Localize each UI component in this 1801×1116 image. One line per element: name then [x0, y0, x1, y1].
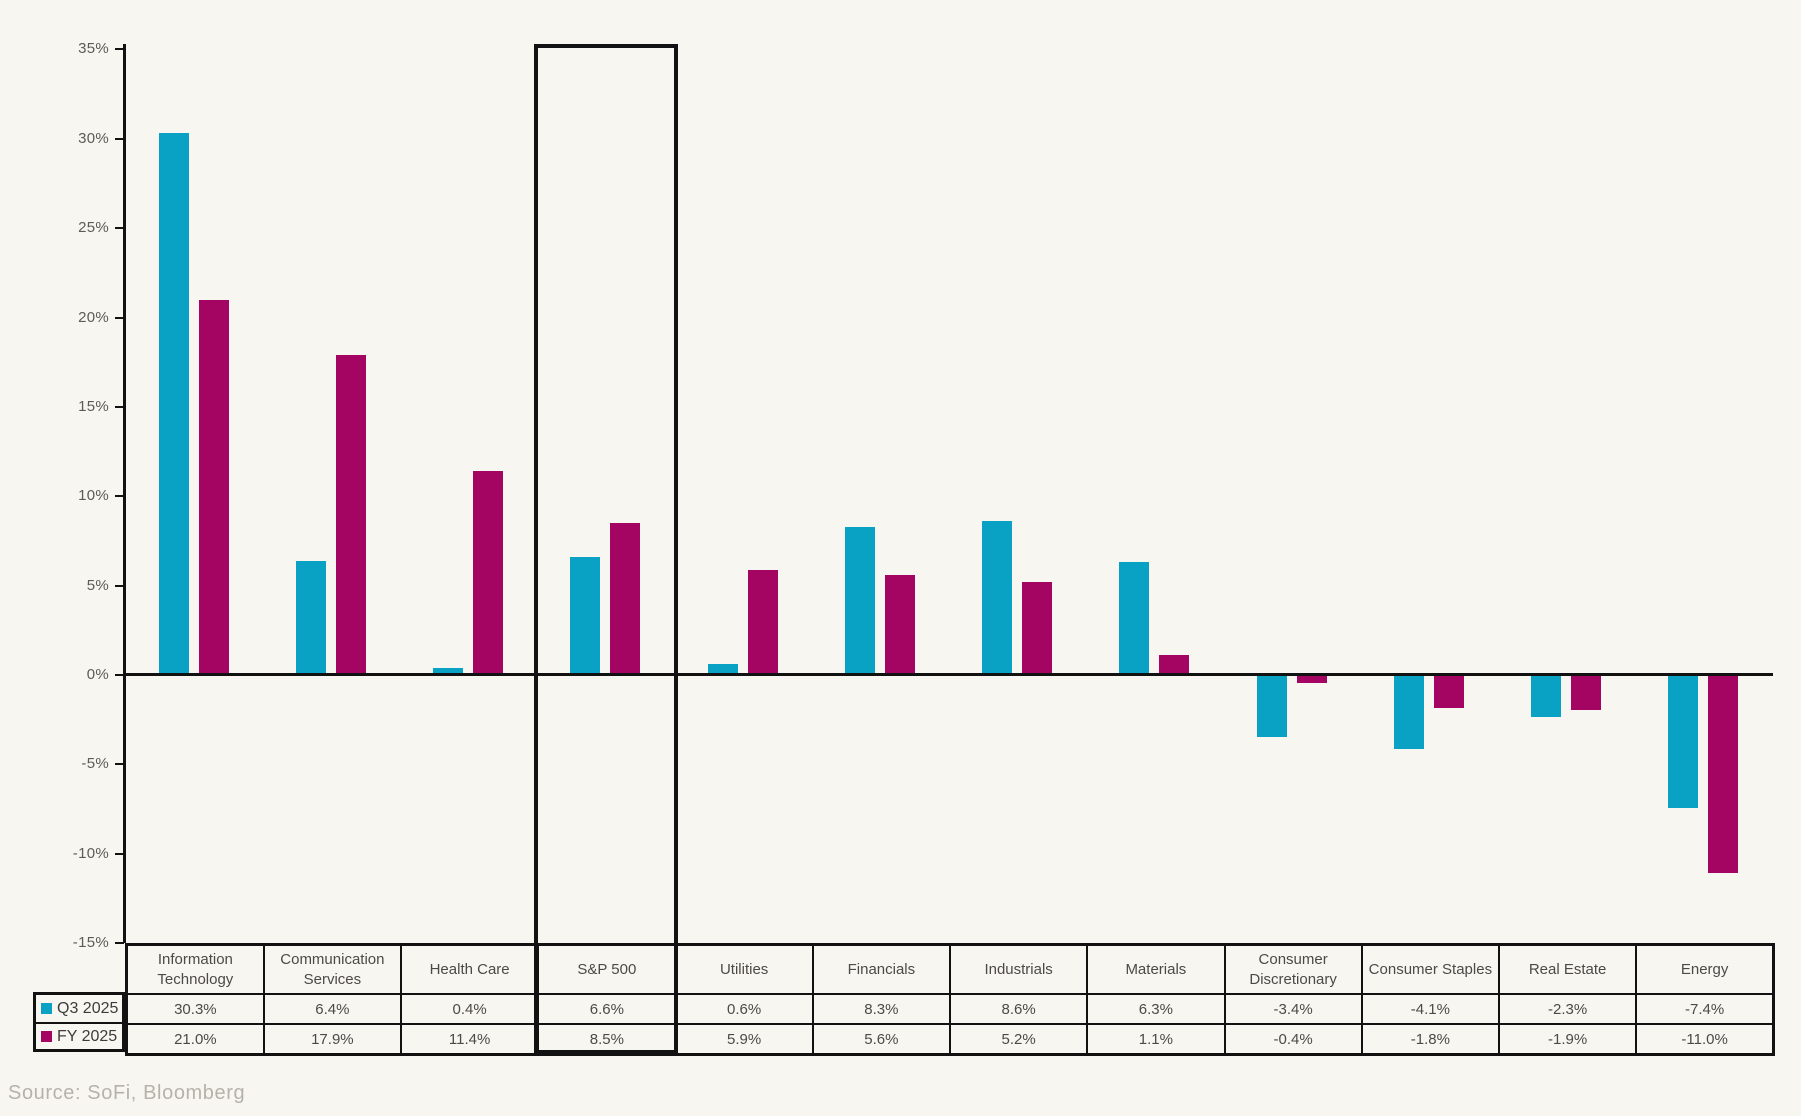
bar-fy-2025-utilities: [747, 570, 778, 675]
bar-q3-2025-information-technology: [158, 133, 189, 675]
sp500-highlight-box: [533, 44, 678, 1054]
bar-q3-2025-health-care: [433, 668, 464, 675]
cell-fy-2025-communication-services: 17.9%: [262, 1023, 403, 1056]
cell-q3-2025-real-estate: -2.3%: [1497, 993, 1638, 1025]
y-tick-20: [115, 316, 124, 319]
cell-q3-2025-utilities: 0.6%: [674, 993, 814, 1025]
legend-swatch-icon-fy-2025: [41, 1031, 52, 1042]
y-tick-0: [115, 674, 124, 676]
bar-q3-2025-s-p-500: [570, 557, 601, 675]
cell-fy-2025-utilities: 5.9%: [674, 1023, 814, 1056]
col-header-s-p-500: S&P 500: [537, 943, 677, 995]
bar-fy-2025-consumer-discretionary: [1296, 676, 1327, 683]
cell-q3-2025-financials: 8.3%: [811, 993, 952, 1025]
bar-fy-2025-communication-services: [335, 355, 366, 675]
legend-label-fy-2025: FY 2025: [57, 1027, 118, 1045]
y-tick-10: [115, 495, 124, 498]
cell-q3-2025-consumer-discretionary: -3.4%: [1223, 993, 1363, 1025]
y-tick-label-20: 20%: [78, 308, 109, 326]
bar-q3-2025-financials: [844, 527, 875, 675]
cell-q3-2025-health-care: 0.4%: [399, 993, 540, 1025]
bar-q3-2025-materials: [1119, 562, 1150, 675]
bar-fy-2025-industrials: [1022, 582, 1053, 675]
y-tick-label-15: 15%: [78, 397, 109, 415]
col-header-industrials: Industrials: [948, 943, 1089, 995]
bar-q3-2025-consumer-staples: [1393, 676, 1424, 749]
y-tick-35: [115, 48, 124, 51]
y-tick-label--10: -10%: [72, 844, 109, 862]
y-tick-label-25: 25%: [78, 219, 109, 237]
table-row-fy-2025: 21.0% 17.9% 11.4% 8.5% 5.9% 5.6% 5.2% 1.1% -0.4%…: [125, 1023, 1775, 1056]
y-tick-25: [115, 227, 124, 230]
cell-q3-2025-information-technology: 30.3%: [125, 993, 265, 1025]
col-header-health-care: Health Care: [399, 943, 540, 995]
bar-fy-2025-financials: [884, 575, 915, 675]
y-axis-line: [123, 44, 126, 943]
cell-fy-2025-energy: -11.0%: [1635, 1023, 1775, 1056]
y-tick-label-5: 5%: [86, 576, 109, 594]
col-header-financials: Financials: [811, 943, 952, 995]
y-tick--15: [115, 942, 124, 945]
cell-fy-2025-information-technology: 21.0%: [125, 1023, 265, 1056]
cell-fy-2025-materials: 1.1%: [1086, 1023, 1226, 1056]
bar-fy-2025-real-estate: [1571, 676, 1602, 710]
cell-fy-2025-health-care: 11.4%: [399, 1023, 540, 1056]
bar-fy-2025-health-care: [473, 471, 504, 675]
table-header-row: Information Technology Communication Serv…: [125, 943, 1775, 995]
cell-q3-2025-energy: -7.4%: [1635, 993, 1775, 1025]
col-header-materials: Materials: [1086, 943, 1226, 995]
bar-q3-2025-real-estate: [1531, 676, 1562, 717]
bar-q3-2025-communication-services: [295, 561, 326, 675]
legend-label-q3-2025: Q3 2025: [57, 999, 119, 1017]
col-header-energy: Energy: [1635, 943, 1775, 995]
cell-fy-2025-consumer-discretionary: -0.4%: [1223, 1023, 1363, 1056]
col-header-consumer-staples: Consumer Staples: [1360, 943, 1501, 995]
y-tick--10: [115, 852, 124, 855]
bar-q3-2025-industrials: [982, 521, 1013, 675]
cell-q3-2025-materials: 6.3%: [1086, 993, 1226, 1025]
bar-fy-2025-energy: [1708, 676, 1739, 873]
col-header-real-estate: Real Estate: [1497, 943, 1638, 995]
cell-q3-2025-s-p-500: 6.6%: [537, 993, 677, 1025]
bar-q3-2025-utilities: [707, 664, 738, 675]
y-tick-label-30: 30%: [78, 129, 109, 147]
performance-table: Information Technology Communication Serv…: [125, 943, 1775, 1056]
y-tick-label--15: -15%: [72, 934, 109, 952]
table-row-q3-2025: 30.3% 6.4% 0.4% 6.6% 0.6% 8.3% 8.6% 6.3% -3.4% -4…: [125, 993, 1775, 1025]
bar-q3-2025-consumer-discretionary: [1256, 676, 1287, 737]
cell-fy-2025-consumer-staples: -1.8%: [1360, 1023, 1501, 1056]
cell-q3-2025-communication-services: 6.4%: [262, 993, 403, 1025]
cell-q3-2025-industrials: 8.6%: [948, 993, 1089, 1025]
y-tick-label-0: 0%: [86, 666, 109, 683]
legend-row-q3-2025: Q3 2025: [36, 995, 122, 1022]
bar-fy-2025-materials: [1159, 655, 1190, 675]
legend-block: Q3 2025 FY 2025: [33, 992, 125, 1052]
y-tick-5: [115, 584, 124, 587]
legend-row-fy-2025: FY 2025: [36, 1022, 122, 1049]
source-note: Source: SoFi, Bloomberg: [8, 1082, 246, 1104]
y-tick-label-35: 35%: [78, 40, 109, 58]
y-tick-15: [115, 405, 124, 408]
col-header-information-technology: Information Technology: [125, 943, 265, 995]
cell-fy-2025-real-estate: -1.9%: [1497, 1023, 1638, 1056]
zero-baseline: [123, 673, 1773, 676]
col-header-utilities: Utilities: [674, 943, 814, 995]
col-header-communication-services: Communication Services: [262, 943, 403, 995]
bar-fy-2025-information-technology: [198, 300, 229, 675]
y-tick-30: [115, 137, 124, 140]
cell-fy-2025-industrials: 5.2%: [948, 1023, 1089, 1056]
y-tick-label--5: -5%: [81, 755, 109, 773]
bar-fy-2025-s-p-500: [610, 523, 641, 675]
y-tick--5: [115, 763, 124, 766]
bar-fy-2025-consumer-staples: [1433, 676, 1464, 708]
bar-q3-2025-energy: [1668, 676, 1699, 808]
col-header-consumer-discretionary: Consumer Discretionary: [1223, 943, 1363, 995]
legend-swatch-icon-q3-2025: [41, 1003, 52, 1014]
cell-q3-2025-consumer-staples: -4.1%: [1360, 993, 1501, 1025]
y-tick-label-10: 10%: [78, 487, 109, 505]
cell-fy-2025-financials: 5.6%: [811, 1023, 952, 1056]
